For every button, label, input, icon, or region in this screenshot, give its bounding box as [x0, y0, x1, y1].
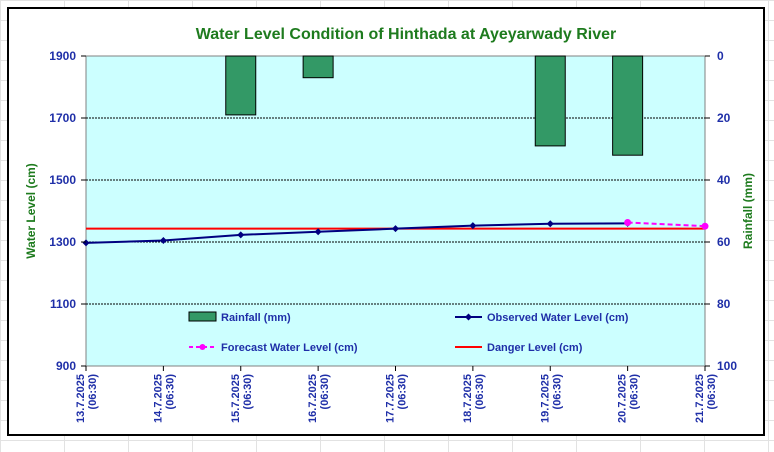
observed-point — [159, 236, 167, 244]
y-left-tick-label: 1100 — [50, 297, 76, 311]
x-tick-time: (06:30) — [474, 374, 486, 410]
legend: Rainfall (mm) Observed Water Level (cm) Fo… — [188, 311, 629, 354]
legend-label: Forecast Water Level (cm) — [221, 342, 358, 354]
rainfall-bar — [302, 55, 334, 79]
rainfall-bar — [225, 55, 257, 116]
x-tick-time: (06:30) — [397, 374, 409, 410]
x-tick-time: (06:30) — [87, 374, 99, 410]
observed-point — [237, 231, 245, 239]
axes: 900 1100 1300 1500 1700 1900 0 20 40 60 80 100 13.7.… — [49, 49, 737, 423]
x-tick-label: 13.7.2025 (06:30) — [75, 374, 99, 423]
y-axis-label-left: Water Level (cm) — [24, 163, 38, 259]
y-right-tick-label: 60 — [717, 235, 731, 249]
rainfall-bar — [612, 55, 644, 156]
legend-swatch-marker — [199, 344, 206, 350]
y-axis-label-right: Rainfall (mm) — [741, 173, 755, 249]
x-tick-time: (06:30) — [551, 374, 563, 410]
y-right-tick-label: 20 — [717, 111, 731, 125]
observed-water-level-line — [85, 222, 628, 244]
legend-entry: Observed Water Level (cm) — [455, 312, 629, 324]
chart-title: Water Level Condition of Hinthada at Aye… — [196, 26, 617, 43]
legend-swatch-marker — [465, 313, 472, 321]
legend-label: Rainfall (mm) — [221, 312, 291, 324]
water-level-chart: Water Level Condition of Hinthada at Aye… — [24, 26, 755, 423]
y-left-tick-label: 1900 — [49, 49, 76, 63]
y-left-tick-label: 1500 — [49, 173, 76, 187]
chart-frame: Water Level Condition of Hinthada at Aye… — [7, 7, 765, 436]
x-tick-label: 19.7.2025 (06:30) — [539, 374, 563, 423]
y-right-tick-label: 0 — [717, 49, 724, 63]
water-level-lines — [82, 218, 709, 247]
y-left-tick-label: 900 — [56, 359, 76, 373]
observed-point — [82, 239, 90, 247]
x-tick-date: 15.7.2025 — [230, 374, 242, 423]
x-tick-time: (06:30) — [706, 374, 718, 410]
forecast-point — [701, 222, 709, 230]
x-tick-label: 21.7.2025 (06:30) — [694, 374, 718, 423]
x-tick-label: 15.7.2025 (06:30) — [230, 374, 254, 423]
x-tick-date: 17.7.2025 — [385, 374, 397, 423]
x-tick-date: 20.7.2025 — [617, 374, 629, 423]
legend-swatch-box — [188, 311, 217, 322]
forecast-water-level-line — [627, 221, 706, 228]
x-tick-date: 19.7.2025 — [539, 374, 551, 423]
observed-point — [546, 220, 554, 228]
legend-label: Observed Water Level (cm) — [487, 312, 629, 324]
x-tick-time: (06:30) — [319, 374, 331, 410]
legend-entry: Forecast Water Level (cm) — [189, 342, 358, 354]
x-tick-label: 14.7.2025 (06:30) — [152, 374, 176, 423]
y-right-tick-label: 40 — [717, 173, 731, 187]
forecast-point — [624, 218, 632, 226]
x-tick-date: 16.7.2025 — [307, 374, 319, 423]
x-tick-date: 18.7.2025 — [462, 374, 474, 423]
y-right-tick-label: 100 — [717, 359, 737, 373]
x-tick-label: 17.7.2025 (06:30) — [385, 374, 409, 423]
legend-entry: Rainfall (mm) — [188, 311, 291, 324]
x-tick-label: 16.7.2025 (06:30) — [307, 374, 331, 423]
x-tick-date: 14.7.2025 — [152, 374, 164, 423]
x-tick-time: (06:30) — [164, 374, 176, 410]
x-tick-date: 21.7.2025 — [694, 374, 706, 423]
legend-label: Danger Level (cm) — [487, 342, 583, 354]
x-tick-label: 20.7.2025 (06:30) — [617, 374, 641, 423]
observed-point — [392, 225, 399, 233]
gridlines — [86, 117, 705, 305]
observed-point — [469, 222, 477, 230]
y-right-tick-label: 80 — [717, 297, 731, 311]
rainfall-bars — [225, 55, 644, 156]
x-tick-date: 13.7.2025 — [75, 374, 87, 423]
legend-entry: Danger Level (cm) — [455, 342, 583, 354]
rainfall-bar — [534, 55, 566, 147]
x-tick-label: 18.7.2025 (06:30) — [462, 374, 486, 423]
observed-point — [314, 228, 322, 236]
y-left-tick-label: 1700 — [49, 111, 76, 125]
x-tick-time: (06:30) — [242, 374, 254, 410]
y-left-tick-label: 1300 — [49, 235, 76, 249]
x-tick-time: (06:30) — [629, 374, 641, 410]
